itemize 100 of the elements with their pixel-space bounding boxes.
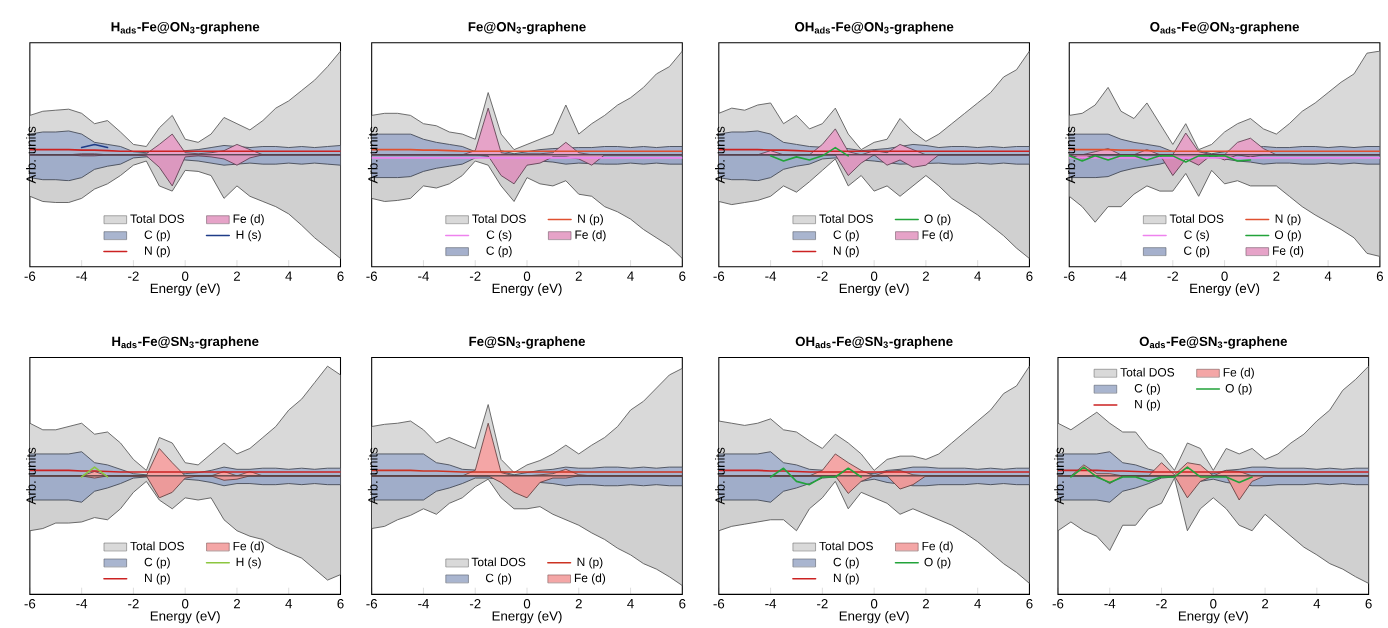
legend-label: Total DOS bbox=[130, 214, 184, 223]
x-tick-label: 4 bbox=[285, 598, 293, 609]
x-axis-title: Energy (eV) bbox=[1190, 283, 1260, 296]
x-tick-label: -4 bbox=[765, 271, 777, 281]
legend-label: O (p) bbox=[924, 557, 951, 569]
legend-label: Total DOS bbox=[472, 214, 526, 223]
x-tick-label: 2 bbox=[233, 271, 240, 281]
legend-label: N (p) bbox=[578, 214, 603, 226]
legend-label: N (p) bbox=[577, 557, 603, 569]
legend-label: Fe (d) bbox=[233, 214, 264, 226]
x-tick-label: 4 bbox=[1313, 598, 1321, 609]
x-tick-label: -2 bbox=[128, 271, 139, 281]
legend-label: O (p) bbox=[1225, 383, 1252, 395]
legend-label: H (s) bbox=[236, 557, 261, 569]
x-axis-title: Energy (eV) bbox=[839, 610, 909, 624]
x-tick-label: 6 bbox=[1376, 271, 1384, 281]
legend-label: Total DOS bbox=[1169, 214, 1224, 223]
x-tick-label: -6 bbox=[24, 598, 36, 609]
chart-title: Fe@ON$_{3}$-graphene bbox=[468, 21, 586, 35]
legend-label: N (p) bbox=[833, 573, 859, 585]
legend-label: Total DOS bbox=[471, 557, 526, 567]
x-tick-label: -2 bbox=[469, 598, 481, 609]
x-tick-label: 4 bbox=[974, 598, 981, 609]
x-tick-label: -4 bbox=[76, 598, 88, 609]
y-axis-title: Arb. units bbox=[367, 447, 378, 505]
x-tick-label: 4 bbox=[627, 598, 634, 609]
x-tick-label: 4 bbox=[285, 271, 293, 281]
y-axis-title: Arb. units bbox=[1054, 447, 1064, 505]
legend-label: N (p) bbox=[833, 246, 859, 258]
legend-label: Fe (d) bbox=[575, 230, 606, 242]
x-tick-label: 4 bbox=[1324, 271, 1332, 281]
x-tick-label: -4 bbox=[418, 271, 429, 281]
legend-label: Fe (d) bbox=[1223, 367, 1254, 379]
legend-label: C (p) bbox=[485, 573, 512, 585]
legend-label: N (p) bbox=[1135, 399, 1160, 411]
y-axis-title: Arb. units bbox=[367, 126, 378, 184]
x-tick-label: 4 bbox=[974, 271, 981, 281]
x-axis-title: Energy (eV) bbox=[492, 283, 562, 296]
legend-label: C (p) bbox=[486, 246, 512, 258]
legend-label: Total DOS bbox=[819, 214, 873, 223]
x-tick-label: 0 bbox=[182, 598, 189, 609]
x-tick-label: -2 bbox=[128, 598, 139, 609]
x-tick-label: -2 bbox=[1167, 271, 1179, 281]
x-tick-label: -6 bbox=[24, 271, 36, 281]
legend-label: N (p) bbox=[145, 246, 170, 258]
chart-title: OH$_{ads}$-Fe@SN$_{3}$-graphene bbox=[795, 336, 953, 349]
x-tick-label: 0 bbox=[870, 271, 878, 281]
x-axis-title: Energy (eV) bbox=[150, 610, 220, 624]
chart-title: H$_{ads}$-Fe@SN$_{3}$-graphene bbox=[112, 336, 259, 349]
x-tick-label: -2 bbox=[1156, 598, 1167, 609]
y-axis-title: Arb. units bbox=[26, 126, 36, 184]
legend-label: Total DOS bbox=[1120, 367, 1175, 377]
y-axis-title: Arb. units bbox=[715, 126, 725, 184]
x-tick-label: 2 bbox=[233, 598, 240, 609]
x-tick-label: -2 bbox=[817, 271, 828, 281]
legend-label: Fe (d) bbox=[922, 230, 953, 242]
chart-title: O$_{ads}$-Fe@ON$_{3}$-graphene bbox=[1150, 21, 1300, 35]
y-axis-title: Arb. units bbox=[715, 447, 725, 505]
x-tick-label: -2 bbox=[817, 598, 828, 609]
x-axis-title: Energy (eV) bbox=[1178, 610, 1248, 624]
x-tick-label: 2 bbox=[575, 271, 582, 281]
x-axis-title: Energy (eV) bbox=[839, 283, 909, 296]
legend-label: C (p) bbox=[1134, 383, 1160, 395]
x-tick-label: -6 bbox=[366, 271, 378, 281]
x-tick-label: 6 bbox=[1026, 271, 1033, 281]
legend-label: C (p) bbox=[144, 557, 170, 569]
x-tick-label: -6 bbox=[1052, 598, 1064, 609]
legend-label: Total DOS bbox=[819, 541, 873, 551]
x-tick-label: 6 bbox=[337, 598, 344, 609]
x-tick-label: -4 bbox=[765, 598, 777, 609]
x-tick-label: 2 bbox=[575, 598, 582, 609]
legend-label: Fe (d) bbox=[1273, 246, 1304, 258]
x-tick-label: -2 bbox=[469, 271, 481, 281]
x-tick-label: 0 bbox=[1210, 598, 1217, 609]
chart-title: H$_{ads}$-Fe@ON$_{3}$-graphene bbox=[111, 21, 260, 35]
chart-title: O$_{ads}$-Fe@SN$_{3}$-graphene bbox=[1139, 336, 1287, 349]
x-axis-title: Energy (eV) bbox=[492, 610, 562, 624]
legend-label: O (p) bbox=[1274, 230, 1301, 242]
legend-label: C (p) bbox=[833, 557, 859, 569]
x-tick-label: 2 bbox=[922, 598, 929, 609]
x-tick-label: 0 bbox=[523, 598, 531, 609]
y-axis-title: Arb. units bbox=[1065, 126, 1076, 184]
legend-label: C (s) bbox=[1184, 230, 1209, 242]
x-tick-label: 2 bbox=[922, 271, 929, 281]
x-tick-label: 0 bbox=[182, 271, 189, 281]
y-axis-title: Arb. units bbox=[26, 447, 36, 505]
legend-label: C (p) bbox=[1184, 246, 1210, 258]
x-tick-label: -6 bbox=[713, 271, 725, 281]
chart-title: OH$_{ads}$-Fe@ON$_{3}$-graphene bbox=[795, 21, 954, 35]
legend-label: C (s) bbox=[486, 230, 512, 242]
legend-label: Fe (d) bbox=[574, 573, 606, 585]
x-tick-label: 4 bbox=[627, 271, 634, 281]
x-tick-label: 2 bbox=[1262, 598, 1269, 609]
legend-label: Fe (d) bbox=[922, 541, 953, 553]
x-tick-label: -4 bbox=[1115, 271, 1127, 281]
legend-label: C (p) bbox=[833, 230, 859, 242]
x-tick-label: -4 bbox=[1104, 598, 1116, 609]
x-tick-label: 6 bbox=[337, 271, 344, 281]
x-tick-label: -6 bbox=[713, 598, 725, 609]
x-tick-label: -4 bbox=[418, 598, 429, 609]
